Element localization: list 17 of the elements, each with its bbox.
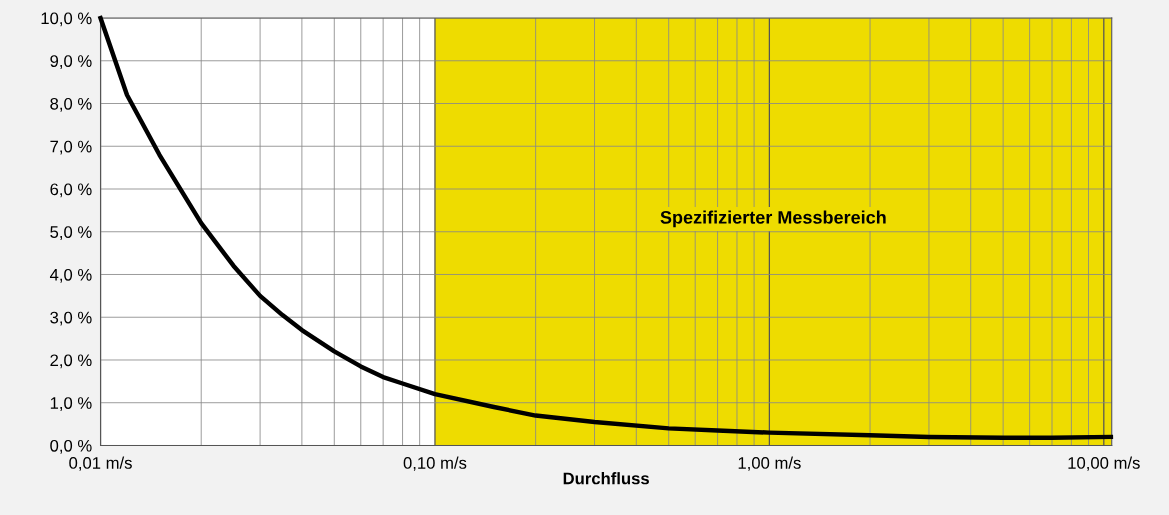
y-tick-label: 6,0 % (50, 183, 92, 198)
y-tick-label: 7,0 % (50, 140, 92, 155)
x-axis-title: Durchfluss (563, 472, 649, 485)
y-tick-label: 10,0 % (41, 12, 92, 27)
x-tick-label: 0,10 m/s (403, 456, 467, 471)
band-label: Spezifizierter Messbereich (660, 210, 886, 228)
y-tick-label: 9,0 % (50, 55, 92, 69)
y-tick-label: 0,0 % (50, 439, 92, 454)
y-tick-label: 1,0 % (50, 397, 92, 411)
y-tick-label: 4,0 % (49, 268, 92, 283)
y-tick-label: 5,0 % (50, 226, 92, 240)
x-tick-label: 10,00 m/s (1068, 456, 1140, 471)
y-tick-label: 8,0 % (50, 97, 92, 112)
y-tick-label: 2,0 % (50, 354, 92, 369)
x-tick-label: 1,00 m/s (738, 456, 801, 471)
x-tick-label: 0,01 m/s (69, 456, 132, 471)
y-tick-label: 3,0 % (50, 311, 92, 326)
